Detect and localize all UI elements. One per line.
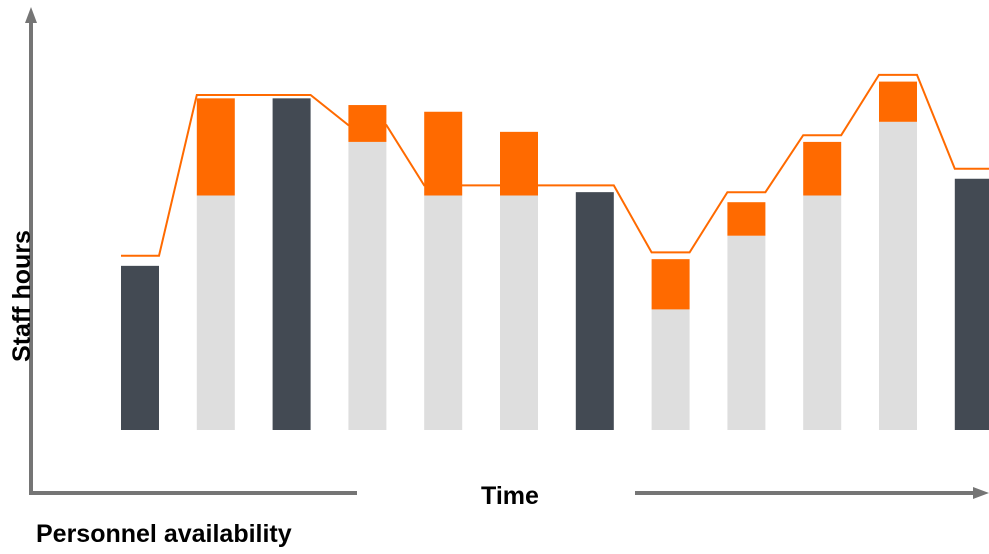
bar-staffed-full (954, 178, 989, 430)
bar-staffed (196, 195, 235, 430)
chart-caption: Personnel availability (36, 520, 292, 548)
bar-staffed (727, 235, 766, 430)
y-axis-arrowhead (25, 7, 37, 23)
bar-shortfall (803, 141, 842, 196)
bar-shortfall (424, 111, 463, 196)
bar-staffed (879, 121, 917, 431)
bar-staffed (803, 195, 842, 430)
y-axis-label: Staff hours (8, 230, 36, 362)
bar-shortfall (727, 202, 766, 236)
bar-shortfall (651, 259, 690, 310)
bar-staffed-full (575, 192, 614, 430)
bar-shortfall (348, 105, 387, 142)
bar-shortfall (879, 81, 917, 122)
x-axis-label: Time (481, 482, 539, 510)
bar-staffed-full (272, 98, 311, 430)
bar-shortfall (196, 98, 235, 196)
bar-staffed (651, 309, 690, 430)
bar-staffed (500, 195, 538, 430)
demand-line (121, 73, 989, 257)
bar-staffed (348, 141, 387, 430)
bars-group (121, 81, 989, 431)
x-axis-arrowhead (973, 487, 989, 499)
bar-staffed-full (121, 265, 159, 430)
bar-staffed (424, 195, 463, 430)
